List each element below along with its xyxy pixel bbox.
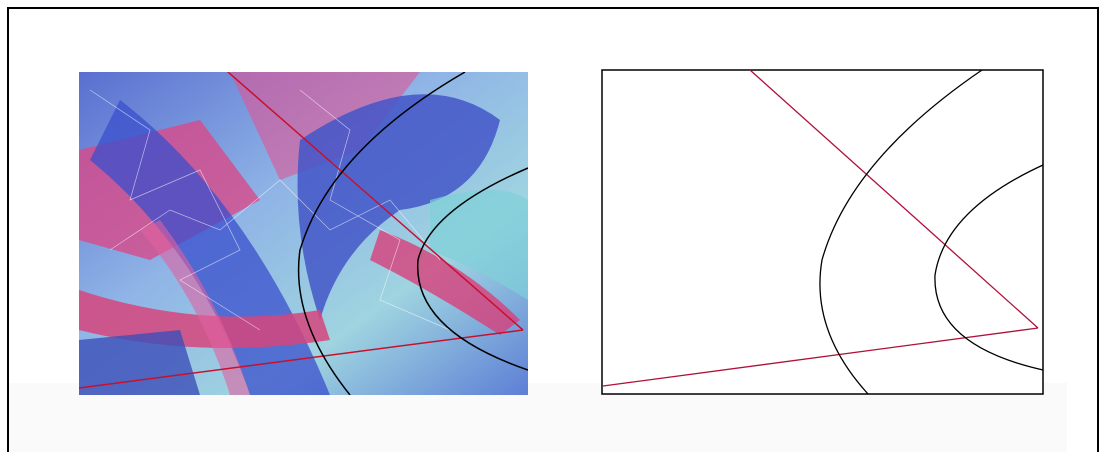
frame (7, 7, 1099, 452)
diagram (601, 69, 1044, 395)
painting (79, 72, 528, 395)
